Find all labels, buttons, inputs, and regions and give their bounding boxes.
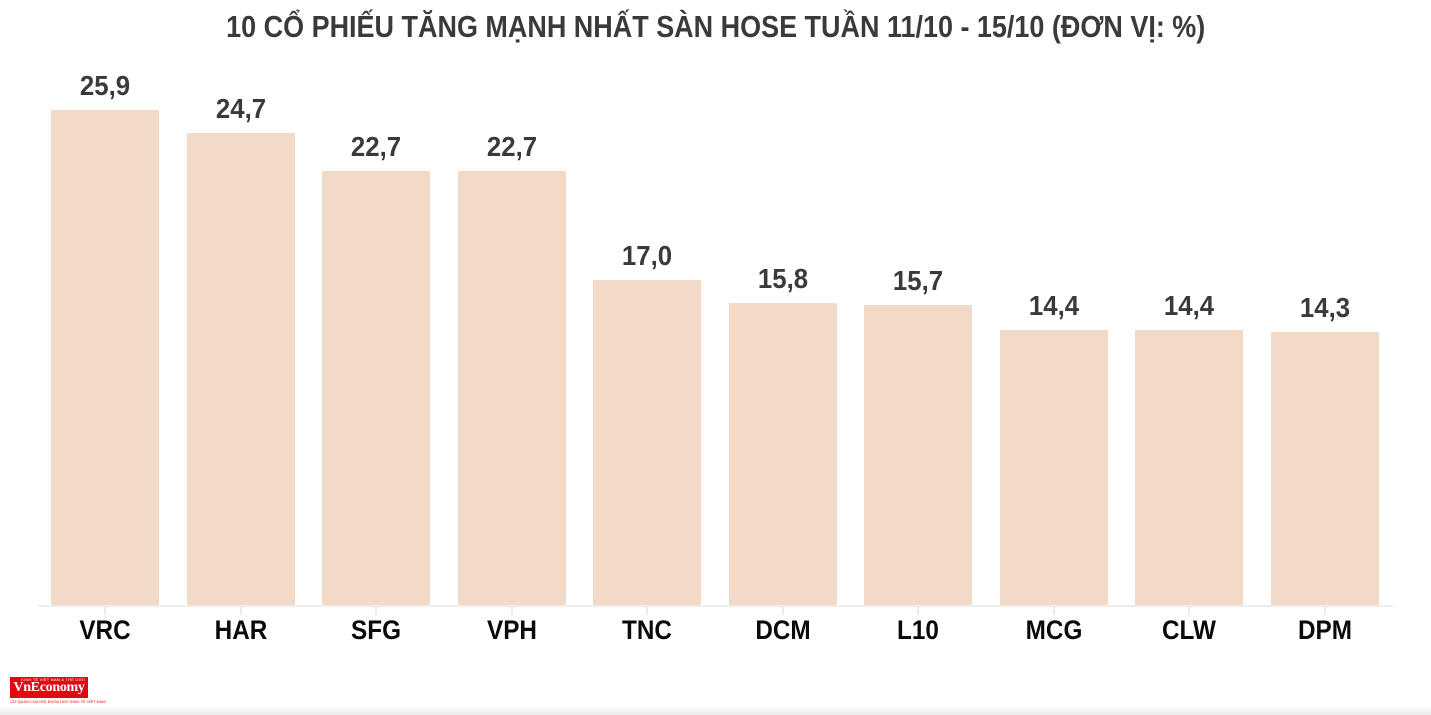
bar [728,303,837,605]
bar-value-label: 14,4 [1028,290,1079,321]
bar-value-label: 24,7 [215,93,266,124]
bar-category-label: L10 [897,615,940,645]
bar-column: 25,9 VRC [51,0,159,644]
bar [999,330,1108,605]
bar-column: 24,7 HAR [186,0,295,644]
bar-column: 14,4 CLW [1135,0,1244,644]
bar-value-label: 22,7 [351,131,402,162]
axis-tick [104,607,106,615]
bar-category-label: CLW [1162,615,1217,645]
bar [457,171,566,605]
chart-title: 10 CỔ PHIẾU TĂNG MẠNH NHẤT SÀN HOSE TUẦN… [0,9,1431,45]
bar-value-label: 14,4 [1164,290,1215,321]
logo-tagline-bottom: CƠ QUAN CỦA HỘI KHOA HỌC KINH TẾ VIỆT NA… [10,699,106,704]
logo-brand-text: VnEconomy [13,680,85,695]
bar [1135,330,1244,605]
bar-column: 15,7 L10 [864,0,973,644]
bar [322,171,431,605]
axis-tick [375,607,378,615]
bar-value-label: 14,3 [1299,292,1350,323]
bar [864,305,973,605]
axis-tick [239,607,242,615]
bar-category-label: DCM [755,615,811,645]
axis-tick [1052,607,1055,615]
plot-area: 25,9 VRC 24,7 HAR 22,7 SFG 22,7 VPH 17,0 TNC 15,8 D… [51,0,1379,644]
axis-tick [1188,607,1191,615]
bar-value-label: 15,8 [757,263,808,294]
chart-title-text: 10 CỔ PHIẾU TĂNG MẠNH NHẤT SÀN HOSE TUẦN… [225,9,1206,44]
bar-column: 14,4 MCG [999,0,1108,644]
axis-tick [781,607,784,615]
axis-tick [646,607,649,615]
bar-category-label: VPH [486,615,537,645]
bar [186,133,295,605]
bar-category-label: TNC [622,615,673,645]
bar-column: 22,7 VPH [457,0,566,644]
bar-value-label: 17,0 [622,240,673,271]
axis-tick [1323,607,1326,615]
bar-column: 15,8 DCM [728,0,837,644]
bar-category-label: MCG [1025,615,1083,645]
bar-value-label: 15,7 [893,265,944,296]
bar-column: 17,0 TNC [593,0,702,644]
bar-category-label: HAR [214,615,267,645]
bar-category-label: SFG [351,615,402,645]
bar [51,110,159,605]
axis-tick [917,607,920,615]
bar-value-label: 25,9 [79,70,131,101]
x-axis-line [38,605,1393,607]
logo-tagline-top: KINH TẾ VIỆT NAM & THẾ GIỚI [21,677,85,682]
axis-tick [510,607,513,615]
bar-category-label: VRC [79,615,131,645]
bar-column: 14,3 DPM [1270,0,1379,644]
bar-category-label: DPM [1297,615,1352,645]
bar-value-label: 22,7 [486,131,537,162]
vneconomy-logo: KINH TẾ VIỆT NAM & THẾ GIỚI VnEconomy CƠ… [10,677,106,704]
bar [1270,332,1379,605]
vneconomy-logo-box: KINH TẾ VIỆT NAM & THẾ GIỚI VnEconomy [10,677,88,698]
bar [593,280,702,605]
bottom-gradient-strip [0,707,1431,715]
bar-column: 22,7 SFG [322,0,431,644]
